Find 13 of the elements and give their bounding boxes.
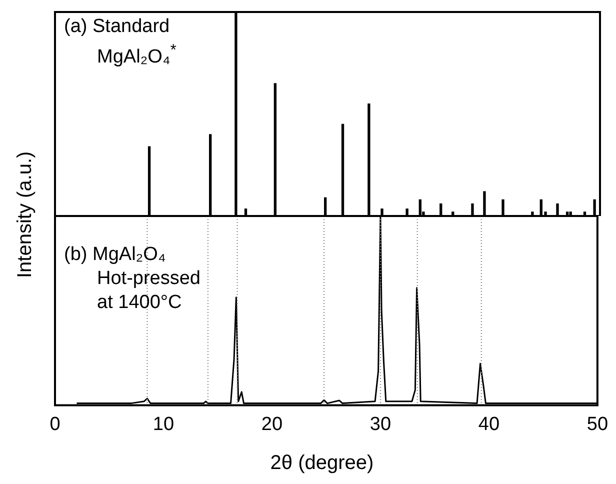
x-tick-label: 20 <box>261 414 283 435</box>
annotation: (a) Standard <box>64 16 170 38</box>
x-tick-label: 10 <box>152 414 174 435</box>
x-tick-label: 0 <box>50 414 60 435</box>
annotation: (b) MgAl₂O₄ <box>64 244 166 266</box>
annotation: Hot-pressed <box>97 268 200 290</box>
annotation: at 1400°C <box>97 292 182 314</box>
x-tick-label: 40 <box>478 414 500 435</box>
annotation: MgAl₂O₄$^{*}$ <box>97 41 176 68</box>
x-axis-title: 2θ (degree) <box>269 452 375 475</box>
x-tick-label: 30 <box>370 414 392 435</box>
y-axis-title: Intensity (a.u.) <box>14 150 37 280</box>
x-tick-label: 50 <box>586 414 608 435</box>
